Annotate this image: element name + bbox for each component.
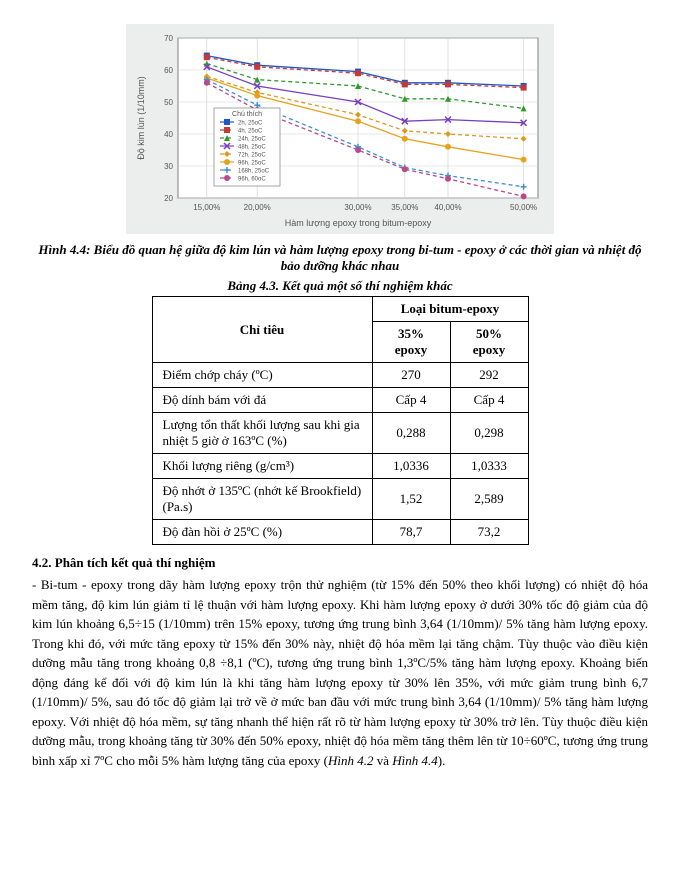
svg-text:168h, 25oC: 168h, 25oC bbox=[238, 169, 270, 175]
table-header-col1: 35% epoxy bbox=[372, 322, 450, 363]
svg-text:30: 30 bbox=[164, 162, 173, 171]
table-header-metric: Chỉ tiêu bbox=[152, 297, 372, 363]
table-header-group: Loại bitum-epoxy bbox=[372, 297, 528, 322]
table-cell-value: Cấp 4 bbox=[372, 388, 450, 413]
line-chart: 20 30 40 50 60 70 15,00% 20,00% 30,00% 35,00% 40,0… bbox=[130, 28, 550, 228]
table-cell-value: 1,0336 bbox=[372, 454, 450, 479]
figure-ref-1: Hình 4.2 bbox=[328, 753, 374, 768]
svg-text:96h, 60oC: 96h, 60oC bbox=[238, 177, 266, 183]
svg-text:40,00%: 40,00% bbox=[434, 203, 461, 212]
svg-text:60: 60 bbox=[164, 66, 173, 75]
chart-frame: 20 30 40 50 60 70 15,00% 20,00% 30,00% 35,00% 40,0… bbox=[126, 24, 554, 234]
table-caption: Bảng 4.3. Kết quả một số thí nghiệm khác bbox=[32, 278, 648, 294]
svg-text:40: 40 bbox=[164, 130, 173, 139]
table-cell-value: 78,7 bbox=[372, 520, 450, 545]
svg-text:50,00%: 50,00% bbox=[510, 203, 537, 212]
svg-text:Độ kim lún (1/10mm): Độ kim lún (1/10mm) bbox=[136, 76, 146, 160]
svg-text:Chú thích: Chú thích bbox=[232, 111, 262, 118]
table-header-col2: 50% epoxy bbox=[450, 322, 528, 363]
figure-ref-2: Hình 4.4 bbox=[392, 753, 438, 768]
figure-caption: Hình 4.4: Biểu đồ quan hệ giữa độ kim lú… bbox=[32, 242, 648, 274]
table-cell-label: Độ dính bám với đá bbox=[152, 388, 372, 413]
svg-text:2h, 25oC: 2h, 25oC bbox=[238, 121, 263, 127]
table-cell-value: 0,298 bbox=[450, 413, 528, 454]
table-row: Điểm chớp cháy (ºC)270292 bbox=[152, 363, 528, 388]
svg-text:Hàm lượng epoxy trong bitum-ep: Hàm lượng epoxy trong bitum-epoxy bbox=[285, 218, 432, 228]
table-row: Khối lượng riêng (g/cm³)1,03361,0333 bbox=[152, 454, 528, 479]
table-cell-label: Độ đàn hồi ở 25ºC (%) bbox=[152, 520, 372, 545]
svg-text:96h, 25oC: 96h, 25oC bbox=[238, 161, 266, 167]
results-table: Chỉ tiêu Loại bitum-epoxy 35% epoxy 50% … bbox=[152, 296, 529, 545]
svg-text:50: 50 bbox=[164, 98, 173, 107]
svg-text:72h, 25oC: 72h, 25oC bbox=[238, 153, 266, 159]
table-row: Độ dính bám với đáCấp 4Cấp 4 bbox=[152, 388, 528, 413]
svg-text:24h, 25oC: 24h, 25oC bbox=[238, 137, 266, 143]
table-cell-value: Cấp 4 bbox=[450, 388, 528, 413]
table-cell-value: 2,589 bbox=[450, 479, 528, 520]
table-cell-value: 73,2 bbox=[450, 520, 528, 545]
para-text-1: - Bi-tum - epoxy trong dãy hàm lượng epo… bbox=[32, 577, 648, 768]
svg-text:48h, 25oC: 48h, 25oC bbox=[238, 145, 266, 151]
svg-text:15,00%: 15,00% bbox=[193, 203, 220, 212]
table-row: Lượng tổn thất khối lượng sau khi gia nh… bbox=[152, 413, 528, 454]
section-heading: 4.2. Phân tích kết quả thí nghiệm bbox=[32, 555, 648, 571]
svg-text:35,00%: 35,00% bbox=[391, 203, 418, 212]
svg-text:30,00%: 30,00% bbox=[344, 203, 371, 212]
para-text-mid: và bbox=[373, 753, 392, 768]
table-cell-value: 270 bbox=[372, 363, 450, 388]
table-cell-value: 292 bbox=[450, 363, 528, 388]
para-text-end: ). bbox=[438, 753, 446, 768]
table-cell-value: 1,52 bbox=[372, 479, 450, 520]
svg-text:20,00%: 20,00% bbox=[244, 203, 271, 212]
table-cell-label: Độ nhớt ở 135ºC (nhớt kế Brookfield) (Pa… bbox=[152, 479, 372, 520]
chart-container: 20 30 40 50 60 70 15,00% 20,00% 30,00% 35,00% 40,0… bbox=[32, 24, 648, 234]
table-cell-label: Khối lượng riêng (g/cm³) bbox=[152, 454, 372, 479]
table-cell-value: 0,288 bbox=[372, 413, 450, 454]
table-cell-value: 1,0333 bbox=[450, 454, 528, 479]
table-row: Độ đàn hồi ở 25ºC (%)78,773,2 bbox=[152, 520, 528, 545]
analysis-paragraph: - Bi-tum - epoxy trong dãy hàm lượng epo… bbox=[32, 575, 648, 770]
table-row: Độ nhớt ở 135ºC (nhớt kế Brookfield) (Pa… bbox=[152, 479, 528, 520]
svg-text:4h, 25oC: 4h, 25oC bbox=[238, 129, 263, 135]
svg-text:70: 70 bbox=[164, 34, 173, 43]
svg-text:20: 20 bbox=[164, 194, 173, 203]
table-cell-label: Lượng tổn thất khối lượng sau khi gia nh… bbox=[152, 413, 372, 454]
table-cell-label: Điểm chớp cháy (ºC) bbox=[152, 363, 372, 388]
